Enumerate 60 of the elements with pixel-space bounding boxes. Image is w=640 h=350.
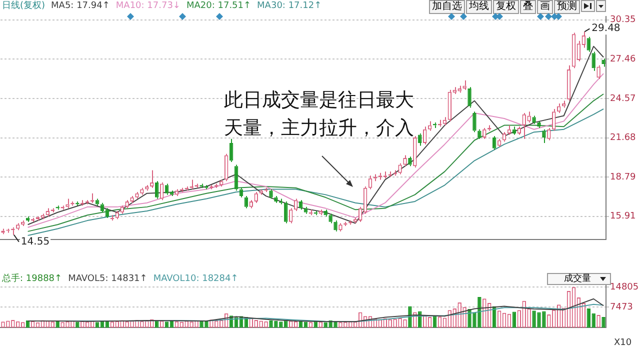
text: 加自选 [429,0,465,14]
candlestick [16,222,20,231]
y-tick-label: 24.57 [610,94,636,104]
candlestick [274,196,278,204]
candlestick [596,64,600,80]
text: MA20: 17.51↑ [186,1,252,11]
text: 画 [537,0,553,14]
candlestick [298,200,303,210]
candlestick [537,120,541,128]
candlestick [527,111,531,124]
annotation: 成交量 [564,274,591,284]
annotation: 29.48 [592,23,620,34]
candlestick [130,196,134,204]
candlestick [239,187,244,198]
candlestick [592,51,596,72]
candlestick [472,111,476,133]
text: 总手: 19888↑ [2,274,62,284]
candlestick [602,58,606,68]
y-tick-label: 21.68 [610,133,636,144]
y-tick-label: 14805 [610,282,639,292]
text: 复权 [493,0,519,14]
text: MAVOL5: 14831↑ [68,274,148,284]
text: 预测 [554,0,580,14]
y-tick-label: 18.79 [610,172,636,182]
candlestick [398,162,402,175]
candlestick [482,128,486,140]
candlestick [478,128,482,140]
candlestick [125,200,129,209]
candlestick [418,132,422,146]
y-tick-label: 27.46 [610,54,636,64]
candlestick [338,222,342,232]
candlestick [284,200,288,224]
candlestick [334,220,338,232]
text: MAVOL10: 18284↑ [153,274,238,284]
candlestick [532,115,536,124]
candlestick [542,128,546,144]
candlestick [66,198,70,209]
annotation: 14.55 [20,236,50,248]
y-tick-label: 7473 [610,302,633,313]
text: X10 [614,338,632,348]
text: 日线(复权) [2,1,46,11]
candlestick [135,191,139,200]
candlestick [40,213,45,220]
dropdown-field: 成交量 [547,273,611,285]
candlestick [468,86,472,108]
annotation: 此日成交量是往日最大天量，主力拉升，介入 [224,88,415,141]
text: MA10: 17.73↓ [116,1,180,11]
text: 均线 [466,0,492,14]
candlestick [403,154,407,167]
text: MA30: 17.12↑ [257,1,322,11]
candlestick [328,213,332,224]
text: MA5: 17.94↑ [51,1,110,11]
candlestick [408,156,412,167]
candlestick [547,128,551,141]
y-tick-label: 15.91 [610,212,636,222]
candlestick [259,188,263,196]
text: 叠 [520,0,536,14]
candlestick [413,136,417,168]
candlestick [269,188,273,200]
candlestick [324,209,328,217]
